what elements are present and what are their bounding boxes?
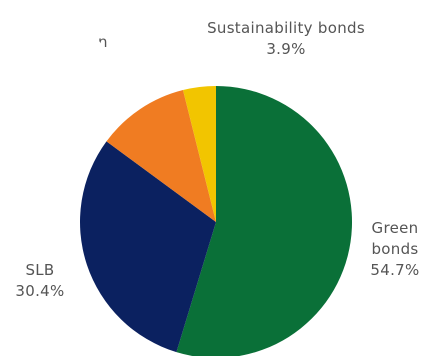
label-green-bonds-line1: Green xyxy=(371,219,419,237)
pie-slices xyxy=(80,86,352,356)
label-green-bonds-value: 54.7% xyxy=(370,261,420,279)
label-green-bonds: Green bonds 54.7% xyxy=(355,218,435,281)
label-green-bonds-line2: bonds xyxy=(371,240,419,258)
label-sustainability-bonds-value: 3.9% xyxy=(266,40,306,58)
label-slb-name: SLB xyxy=(25,261,55,279)
label-sustainability-bonds-name: Sustainability bonds xyxy=(207,19,365,37)
pie-slice-green-bonds xyxy=(176,86,352,356)
label-slb: SLB 30.4% xyxy=(0,260,80,302)
label-transition-bonds-line1: Transition xyxy=(32,33,108,51)
label-transition-bonds-value: 11.0% xyxy=(45,75,95,93)
pie-slice-slb xyxy=(80,141,217,353)
pie-slice-sustainability-bonds xyxy=(183,86,216,222)
label-slb-value: 30.4% xyxy=(15,282,65,300)
label-transition-bonds-line2: bonds xyxy=(46,54,94,72)
label-transition-bonds: Transition bonds 11.0% xyxy=(10,32,130,95)
label-sustainability-bonds: Sustainability bonds 3.9% xyxy=(168,18,404,60)
